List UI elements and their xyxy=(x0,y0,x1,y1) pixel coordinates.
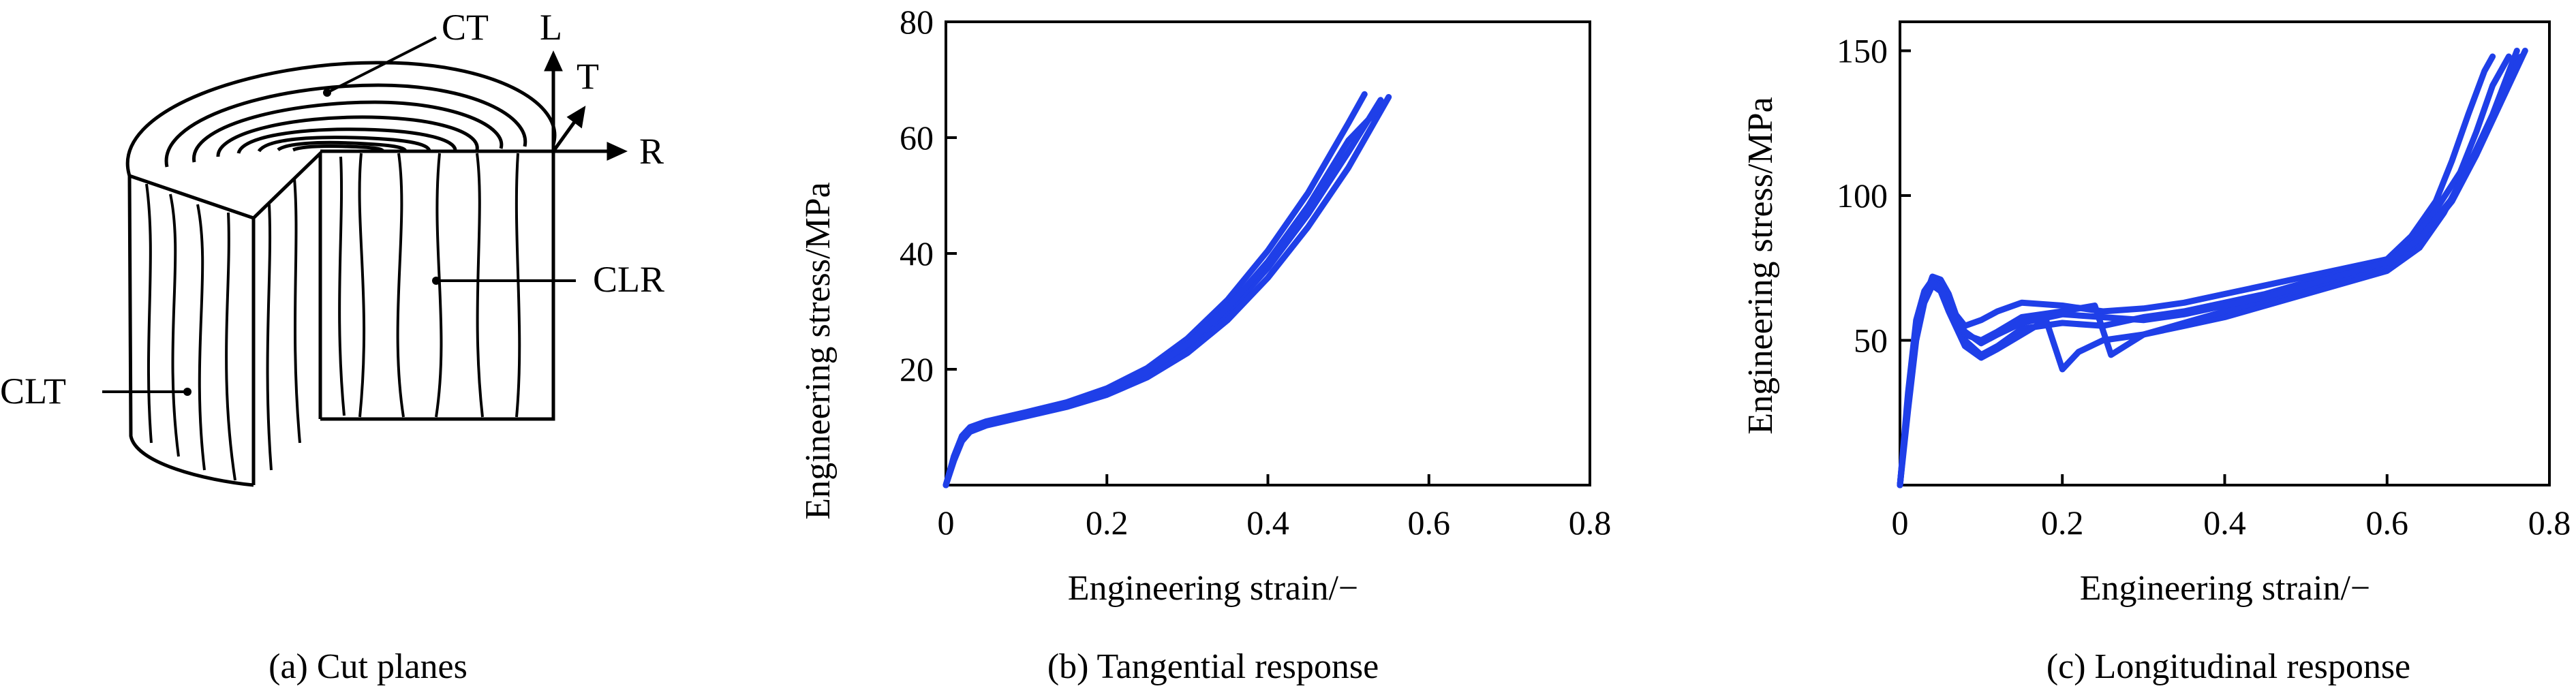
arrow-l-icon xyxy=(544,50,563,72)
y-tick-label: 60 xyxy=(900,119,934,157)
x-axis-label: Engineering strain/− xyxy=(1068,569,1358,608)
cut-face-inner xyxy=(252,149,322,419)
label-axis-r: R xyxy=(639,131,664,172)
plot-area: 0 0.2 0.4 0.6 0.8 20 40 60 80 xyxy=(900,3,1611,542)
panel-a-cut-planes: CT CLR CLT L T R (a) Cut planes xyxy=(0,0,791,694)
caption-b: (b) Tangential response xyxy=(1047,647,1379,686)
series-line-1 xyxy=(942,91,1368,489)
y-tick-label: 100 xyxy=(1837,176,1888,215)
chart-tangential: 0 0.2 0.4 0.6 0.8 20 40 60 80 Engineering stress… xyxy=(799,3,1611,686)
cut-face-clr-outline xyxy=(320,149,555,421)
x-tick-label: 0.6 xyxy=(1408,504,1451,542)
y-tick-label: 50 xyxy=(1854,322,1888,360)
caption-c: (c) Longitudinal response xyxy=(2046,647,2410,686)
series-line-3 xyxy=(1897,48,2520,489)
x-tick-label: 0.4 xyxy=(2203,504,2246,542)
label-clt: CLT xyxy=(0,371,66,412)
y-tick-label: 40 xyxy=(900,234,934,273)
log-diagram: CT CLR CLT L T R (a) Cut planes xyxy=(0,7,664,686)
series-line-2 xyxy=(942,97,1384,489)
y-axis-label: Engineering stress/MPa xyxy=(1741,97,1780,434)
x-tick-label: 0.2 xyxy=(2041,504,2084,542)
series-line-4 xyxy=(1897,48,2528,489)
label-ct: CT xyxy=(442,7,489,48)
log-top-outline xyxy=(125,61,557,176)
x-tick-label: 0 xyxy=(1892,504,1909,542)
log-left-side xyxy=(127,175,254,487)
series-line-3 xyxy=(942,94,1392,489)
x-tick-label: 0.8 xyxy=(1569,504,1612,542)
arrow-r-icon xyxy=(607,142,628,161)
y-tick-label: 80 xyxy=(900,3,934,41)
plot-area: 0 0.2 0.4 0.6 0.8 50 100 150 xyxy=(1837,20,2571,542)
y-tick-label: 150 xyxy=(1837,32,1888,70)
arrow-t-icon xyxy=(566,106,586,129)
series-line-4 xyxy=(942,99,1388,489)
plot-frame xyxy=(1899,20,2551,486)
series-line-2 xyxy=(1897,53,2512,489)
x-tick-label: 0.2 xyxy=(1086,504,1129,542)
label-axis-t: T xyxy=(577,56,599,97)
series-line-5 xyxy=(1897,53,2524,489)
panel-b-tangential: 0 0.2 0.4 0.6 0.8 20 40 60 80 Engineering stress… xyxy=(791,0,1636,694)
label-axis-l: L xyxy=(540,7,562,48)
x-tick-label: 0.6 xyxy=(2366,504,2409,542)
caption-a: (a) Cut planes xyxy=(269,647,467,686)
x-tick-label: 0.4 xyxy=(1246,504,1289,542)
y-axis-label: Engineering stress/MPa xyxy=(799,182,838,519)
label-clr: CLR xyxy=(593,259,664,300)
x-tick-label: 0.8 xyxy=(2528,504,2571,542)
x-tick-label: 0 xyxy=(938,504,955,542)
series-line-1 xyxy=(1897,53,2496,489)
panel-c-longitudinal: 0 0.2 0.4 0.6 0.8 50 100 150 Engineering stress… xyxy=(1636,0,2576,694)
x-axis-label: Engineering strain/− xyxy=(2080,569,2370,608)
chart-longitudinal: 0 0.2 0.4 0.6 0.8 50 100 150 Engineering stress… xyxy=(1741,20,2571,686)
y-tick-label: 20 xyxy=(900,350,934,388)
